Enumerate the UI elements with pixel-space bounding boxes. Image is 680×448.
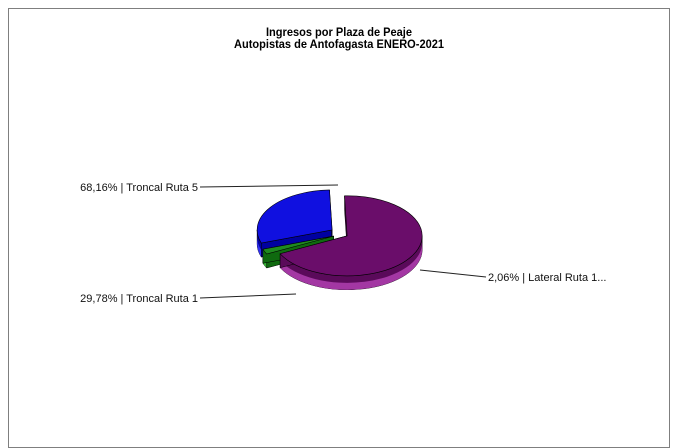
slice-label: 29,78% | Troncal Ruta 1: [80, 293, 198, 305]
leader-line: [199, 184, 339, 188]
pie-chart: 68,16% | Troncal Ruta 5 2,06% | Lateral R…: [80, 182, 606, 305]
chart-title-block: Ingresos por Plaza de Peaje Autopistas d…: [34, 26, 643, 50]
chart-subtitle: Autopistas de Antofagasta ENERO-2021: [233, 37, 445, 51]
chart-frame: [8, 8, 670, 448]
chart-title: Ingresos por Plaza de Peaje: [265, 25, 413, 39]
slice-label: 68,16% | Troncal Ruta 5: [80, 182, 198, 194]
pie-slice: [279, 195, 423, 291]
leader-line: [419, 269, 487, 278]
leader-line: [199, 293, 297, 299]
slice-label: 2,06% | Lateral Ruta 1...: [488, 272, 606, 284]
